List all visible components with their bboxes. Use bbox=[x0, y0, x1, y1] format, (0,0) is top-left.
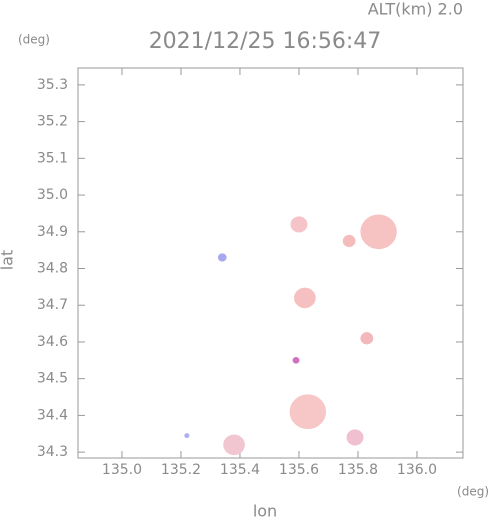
y-tick-label: 35.2 bbox=[37, 114, 68, 130]
x-tick-label: 135.2 bbox=[161, 462, 201, 478]
echo-blob bbox=[184, 433, 190, 439]
y-tick-label: 34.4 bbox=[37, 407, 68, 423]
echo-blob bbox=[346, 429, 364, 446]
echo-blob bbox=[217, 253, 227, 262]
echo-blob bbox=[289, 394, 327, 430]
y-axis-label: lat bbox=[0, 250, 17, 271]
echo-blob bbox=[360, 214, 397, 250]
echo-blob bbox=[290, 216, 308, 233]
y-tick-label: 35.3 bbox=[37, 77, 68, 93]
echo-blob bbox=[294, 287, 316, 309]
y-tick-label: 34.5 bbox=[37, 371, 68, 387]
x-axis-label: lon bbox=[253, 502, 277, 521]
x-tick-label: 135.8 bbox=[338, 462, 378, 478]
echo-blob bbox=[292, 357, 300, 364]
y-unit: (deg) bbox=[18, 33, 50, 47]
y-tick-label: 35.1 bbox=[37, 150, 68, 166]
echo-blob bbox=[360, 332, 374, 345]
y-tick-label: 34.9 bbox=[37, 224, 68, 240]
plot-frame bbox=[77, 67, 464, 459]
y-tick-label: 35.0 bbox=[37, 187, 68, 203]
x-tick-label: 136.0 bbox=[397, 462, 437, 478]
chart-title: 2021/12/25 16:56:47 bbox=[149, 29, 382, 54]
x-unit: (deg) bbox=[457, 485, 489, 499]
x-tick-label: 135.4 bbox=[220, 462, 260, 478]
y-tick-label: 34.3 bbox=[37, 444, 68, 460]
echo-blob bbox=[342, 234, 356, 248]
chart-subtitle: ALT(km) 2.0 bbox=[368, 0, 463, 19]
y-tick-label: 34.7 bbox=[37, 297, 68, 313]
y-tick-label: 34.6 bbox=[37, 334, 68, 350]
echo-blob bbox=[223, 434, 245, 456]
y-tick-label: 34.8 bbox=[37, 261, 68, 277]
x-tick-label: 135.0 bbox=[102, 462, 142, 478]
x-tick-label: 135.6 bbox=[279, 462, 319, 478]
